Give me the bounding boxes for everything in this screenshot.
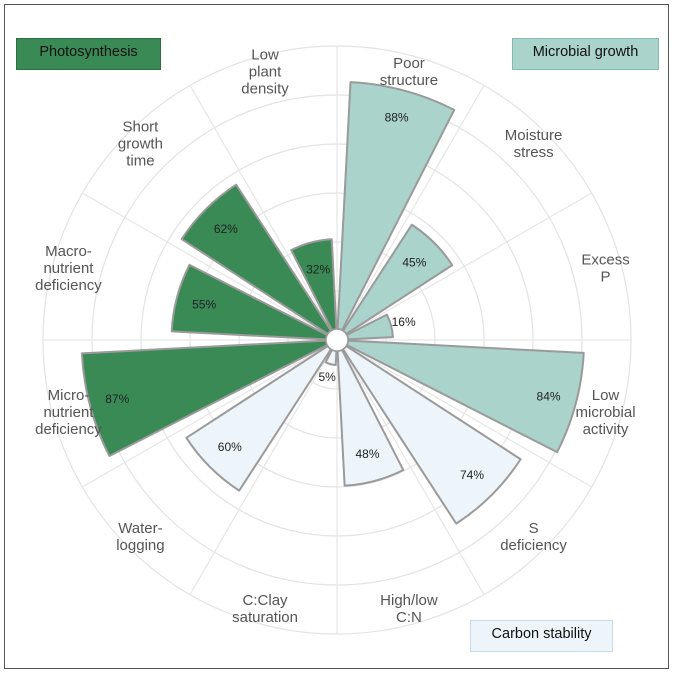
polar-grid <box>42 45 632 635</box>
category-label: Short growth time <box>118 118 163 169</box>
category-labels: Poor structure Moisture stress Excess P Low mic… <box>35 46 635 626</box>
percent-label: 32% <box>306 263 330 277</box>
percent-label: 45% <box>402 256 426 270</box>
grid-spoke <box>336 192 592 341</box>
grid-spoke <box>336 339 485 595</box>
legend-carbon-stability-label: Carbon stability <box>491 626 592 642</box>
category-label: Water-logging <box>116 520 164 554</box>
grid-spoke <box>189 339 338 595</box>
category-label: Moisture stress <box>505 127 563 161</box>
category-label: Excess P <box>581 252 629 286</box>
category-label: C:Clay saturation <box>232 592 298 626</box>
percent-label: 62% <box>214 222 238 236</box>
legend-photosynthesis: Photosynthesis <box>16 38 161 70</box>
grid-spoke <box>82 339 338 488</box>
percent-label: 88% <box>385 111 409 125</box>
category-label: Poor structure <box>380 55 438 89</box>
grid-spoke <box>336 85 485 341</box>
percent-label: 74% <box>460 468 484 482</box>
grid-spoke <box>336 339 592 488</box>
category-label: Macro-nutrient deficiency <box>35 243 102 294</box>
grid-spoke <box>82 192 338 341</box>
grid-spoke <box>189 85 338 341</box>
legend-microbial-growth-label: Microbial growth <box>532 44 639 60</box>
percent-label: 55% <box>192 297 216 311</box>
percent-label: 48% <box>355 447 379 461</box>
legend-microbial-growth: Microbial growth <box>512 38 659 70</box>
bars-layer <box>80 81 585 525</box>
percent-labels: 88% 45% 16% 84% 74% 48% 5% 60% 87% 55% 62% 32% <box>105 111 561 482</box>
percent-label: 87% <box>105 392 129 406</box>
center-circle <box>325 328 349 352</box>
center-hole <box>325 328 349 352</box>
percent-label: 5% <box>318 370 336 384</box>
category-label: Micro-nutrient deficiency <box>35 387 102 438</box>
percent-label: 16% <box>392 315 416 329</box>
category-label: Low microbial activity <box>576 387 636 438</box>
legend-photosynthesis-label: Photosynthesis <box>39 44 138 60</box>
category-label: Low plant density <box>241 46 289 97</box>
category-label: High/low C:N <box>380 592 438 626</box>
percent-label: 60% <box>218 440 242 454</box>
percent-label: 84% <box>537 390 561 404</box>
legend-carbon-stability: Carbon stability <box>470 620 613 652</box>
